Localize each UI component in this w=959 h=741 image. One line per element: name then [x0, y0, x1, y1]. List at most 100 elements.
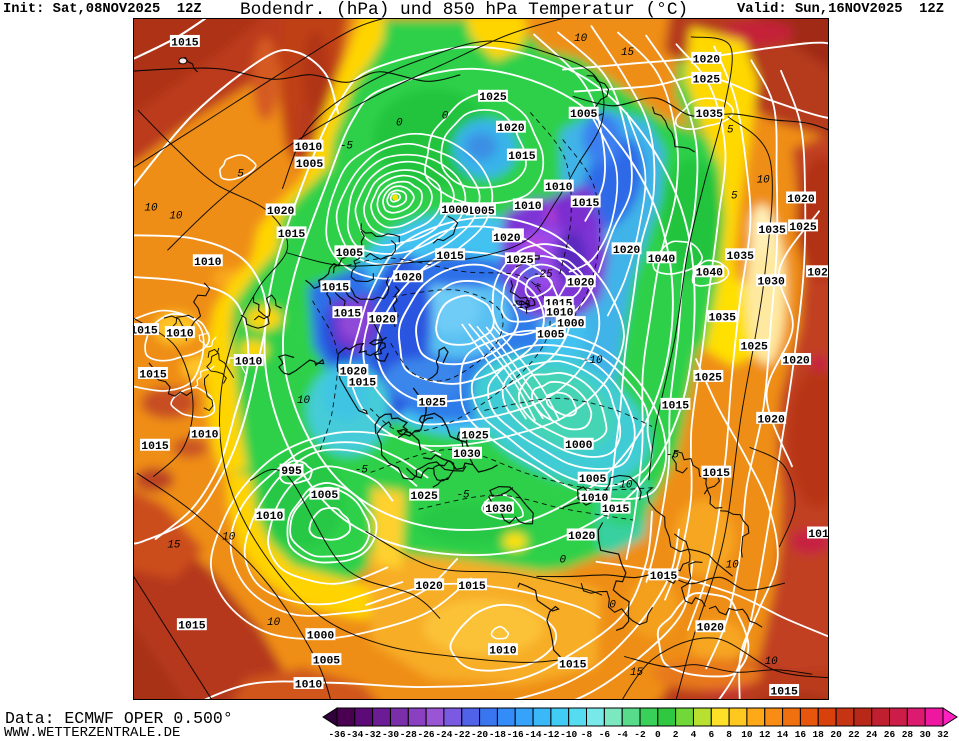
svg-text:1015: 1015	[770, 686, 798, 699]
svg-text:28: 28	[902, 729, 914, 740]
svg-text:-8: -8	[581, 729, 593, 740]
svg-text:26: 26	[884, 729, 896, 740]
svg-text:-5: -5	[340, 141, 354, 153]
svg-text:1010: 1010	[235, 355, 263, 368]
svg-text:1020: 1020	[415, 580, 443, 593]
svg-text:10: 10	[144, 202, 158, 214]
svg-text:-14: -14	[525, 729, 542, 740]
svg-text:1000: 1000	[441, 204, 469, 217]
svg-text:-18: -18	[489, 729, 506, 740]
svg-text:1015: 1015	[572, 197, 600, 210]
svg-text:1010: 1010	[489, 645, 517, 658]
svg-text:5: 5	[727, 125, 734, 137]
svg-text:1035: 1035	[726, 250, 754, 263]
svg-text:1020: 1020	[697, 622, 725, 635]
svg-text:0: 0	[655, 729, 661, 740]
svg-text:1010: 1010	[295, 141, 323, 154]
svg-text:1000: 1000	[557, 318, 585, 331]
svg-text:15: 15	[630, 667, 644, 679]
svg-text:10: 10	[222, 531, 236, 543]
svg-text:0: 0	[396, 118, 403, 130]
svg-text:1015: 1015	[141, 440, 169, 453]
svg-text:1025: 1025	[693, 73, 721, 86]
svg-text:1025: 1025	[789, 221, 817, 234]
svg-text:-24: -24	[435, 729, 452, 740]
svg-text:1005: 1005	[336, 247, 364, 260]
svg-text:18: 18	[812, 729, 824, 740]
svg-text:1020: 1020	[267, 205, 295, 218]
svg-text:10: 10	[765, 656, 779, 668]
svg-text:10: 10	[757, 175, 771, 187]
svg-text:1000: 1000	[565, 439, 593, 452]
svg-text:1020: 1020	[567, 277, 595, 290]
svg-text:-34: -34	[346, 729, 363, 740]
svg-text:-20: -20	[471, 729, 488, 740]
svg-text:32: 32	[937, 729, 949, 740]
svg-text:1015: 1015	[458, 580, 486, 593]
svg-text:1010: 1010	[191, 428, 219, 441]
svg-text:1005: 1005	[313, 655, 341, 668]
svg-text:1010: 1010	[166, 328, 194, 341]
svg-text:-5: -5	[666, 450, 680, 462]
svg-text:1035: 1035	[758, 224, 786, 237]
svg-text:12: 12	[759, 729, 771, 740]
svg-text:1020: 1020	[568, 530, 596, 543]
svg-text:-28: -28	[400, 729, 417, 740]
svg-text:1000: 1000	[307, 630, 335, 643]
svg-text:10: 10	[726, 559, 740, 571]
svg-text:1025: 1025	[506, 254, 534, 267]
svg-text:1015: 1015	[278, 228, 306, 241]
svg-text:5: 5	[237, 169, 244, 181]
svg-text:14: 14	[777, 729, 789, 740]
svg-text:1020: 1020	[782, 354, 810, 367]
svg-text:1025: 1025	[461, 429, 489, 442]
svg-text:4: 4	[691, 729, 697, 740]
svg-text:10: 10	[297, 395, 311, 407]
svg-text:10: 10	[267, 617, 281, 629]
svg-text:1015: 1015	[508, 150, 536, 163]
svg-text:15: 15	[621, 47, 635, 59]
svg-text:1010: 1010	[545, 181, 573, 194]
svg-text:10: 10	[169, 210, 183, 222]
svg-text:1010: 1010	[256, 510, 284, 523]
svg-text:1025: 1025	[418, 396, 446, 409]
svg-text:1025: 1025	[410, 490, 438, 503]
svg-text:1005: 1005	[579, 473, 607, 486]
svg-text:20: 20	[830, 729, 842, 740]
svg-text:1030: 1030	[453, 448, 481, 461]
svg-text:1015: 1015	[559, 659, 587, 672]
svg-text:1030: 1030	[485, 503, 513, 516]
svg-text:10: 10	[741, 729, 753, 740]
svg-text:8: 8	[726, 729, 732, 740]
svg-text:-32: -32	[364, 729, 381, 740]
svg-text:1020: 1020	[613, 244, 641, 257]
svg-text:-16: -16	[507, 729, 524, 740]
svg-text:1015: 1015	[436, 250, 464, 263]
svg-text:-22: -22	[453, 729, 470, 740]
svg-text:-26: -26	[418, 729, 435, 740]
svg-text:1005: 1005	[537, 329, 565, 342]
svg-text:-30: -30	[382, 729, 399, 740]
svg-text:-12: -12	[542, 729, 559, 740]
svg-text:1035: 1035	[696, 108, 724, 121]
svg-text:1020: 1020	[369, 314, 397, 327]
svg-text:995: 995	[281, 465, 302, 478]
svg-text:-36: -36	[328, 729, 345, 740]
svg-text:5: 5	[731, 190, 738, 202]
svg-text:1025: 1025	[695, 371, 723, 384]
svg-text:0: 0	[442, 111, 449, 123]
svg-text:-25: -25	[533, 269, 553, 281]
svg-text:30: 30	[919, 729, 931, 740]
svg-text:1015: 1015	[703, 467, 731, 480]
svg-text:1020: 1020	[394, 272, 422, 285]
svg-text:-10: -10	[560, 729, 577, 740]
svg-text:1025: 1025	[807, 267, 829, 280]
svg-text:1015: 1015	[139, 368, 167, 381]
svg-text:1015: 1015	[808, 528, 829, 541]
svg-text:1035: 1035	[709, 312, 737, 325]
svg-text:10: 10	[574, 33, 588, 45]
svg-text:1015: 1015	[349, 376, 377, 389]
svg-text:1015: 1015	[171, 36, 199, 49]
svg-text:1005: 1005	[570, 108, 598, 121]
svg-text:-15: -15	[511, 300, 531, 312]
